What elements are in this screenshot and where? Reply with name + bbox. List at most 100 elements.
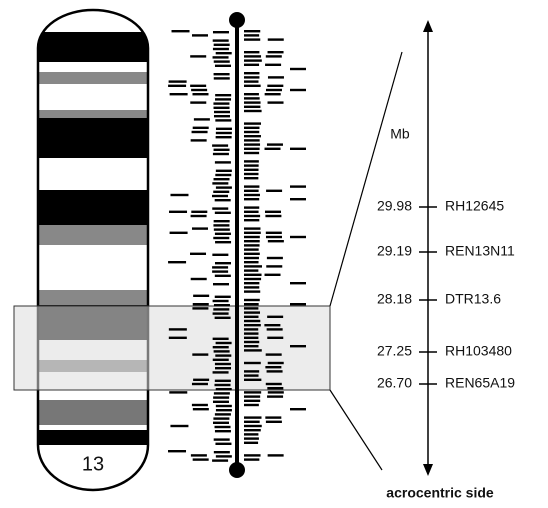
map-dash xyxy=(215,119,231,121)
map-dash xyxy=(192,307,208,309)
chromosome-label: 13 xyxy=(82,453,104,475)
map-dash xyxy=(169,391,187,393)
marker-name: REN65A19 xyxy=(445,375,515,391)
map-dash xyxy=(244,311,260,313)
map-dash xyxy=(244,206,259,208)
marker-position: 29.98 xyxy=(377,198,412,214)
map-dash xyxy=(265,211,281,213)
map-dash xyxy=(191,215,207,217)
map-dash xyxy=(244,374,259,376)
map-dash xyxy=(214,304,230,306)
map-dash xyxy=(190,85,206,87)
map-dash xyxy=(170,93,188,95)
map-dash xyxy=(244,34,259,36)
map-dash xyxy=(194,118,210,120)
map-dash xyxy=(191,139,207,141)
map-dash xyxy=(215,363,231,365)
marker-name: RH103480 xyxy=(445,343,512,359)
map-dash xyxy=(244,93,259,95)
map-dash xyxy=(169,211,187,213)
map-dash xyxy=(268,391,284,393)
map-dash xyxy=(244,341,259,343)
map-dash xyxy=(191,278,207,280)
map-dash xyxy=(267,85,283,87)
map-dash xyxy=(244,236,260,238)
map-dash xyxy=(265,215,281,217)
map-dash xyxy=(169,328,187,330)
map-dash xyxy=(215,443,231,445)
scale-arrow xyxy=(423,20,433,476)
marker-list: 29.98RH1264529.19REN13N1128.18DTR13.627.… xyxy=(377,198,515,391)
map-dash xyxy=(290,236,306,238)
map-dash xyxy=(214,44,230,46)
band xyxy=(30,158,160,190)
map-dash xyxy=(216,409,232,411)
map-dash xyxy=(212,182,228,184)
band xyxy=(30,118,160,158)
band xyxy=(30,225,160,245)
map-dash xyxy=(172,30,190,32)
map-dash xyxy=(213,308,229,310)
map-dash xyxy=(213,417,229,419)
map-dash xyxy=(215,262,231,264)
map-dash xyxy=(216,388,232,390)
map-dash xyxy=(267,143,283,145)
map-dash xyxy=(244,429,261,431)
map-dash xyxy=(244,97,260,99)
map-dash xyxy=(168,261,186,263)
marker-name: REN13N11 xyxy=(445,243,515,259)
map-dash xyxy=(215,367,231,369)
map-dash xyxy=(244,454,261,456)
map-dash xyxy=(244,131,259,133)
map-dash xyxy=(213,359,229,361)
map-dash xyxy=(244,135,261,137)
map-dash xyxy=(244,227,260,229)
map-dash xyxy=(212,270,228,272)
map-dash xyxy=(244,148,260,150)
map-dash xyxy=(244,80,259,82)
map-dash xyxy=(266,353,282,355)
map-dash xyxy=(215,413,231,415)
map-dash xyxy=(215,94,231,96)
map-dash xyxy=(213,224,229,226)
map-dash xyxy=(244,232,261,234)
map-dash xyxy=(244,345,258,347)
map-dash xyxy=(268,362,284,364)
map-dash xyxy=(216,132,232,134)
map-dash xyxy=(168,85,186,87)
map-dash xyxy=(212,195,228,197)
map-dash xyxy=(244,290,260,292)
map-dash xyxy=(290,345,306,347)
band xyxy=(30,400,160,425)
map-dash xyxy=(244,72,259,74)
map-dash xyxy=(193,127,209,129)
map-dash xyxy=(191,454,207,456)
map-dash xyxy=(244,379,261,381)
map-dash xyxy=(215,354,231,356)
map-dash xyxy=(214,384,230,386)
marker-name: DTR13.6 xyxy=(445,291,501,307)
map-dash xyxy=(213,396,229,398)
map-dash xyxy=(290,185,306,187)
map-dash xyxy=(290,89,306,91)
map-dash xyxy=(290,282,306,284)
map-dash xyxy=(290,303,306,305)
map-dash xyxy=(244,299,260,301)
map-dash xyxy=(192,131,208,133)
map-dash xyxy=(267,387,283,389)
map-dash xyxy=(244,215,260,217)
band xyxy=(30,430,160,445)
unit-label: Mb xyxy=(390,126,410,142)
map-dash xyxy=(215,65,231,67)
map-dash xyxy=(244,433,258,435)
footer-label: acrocentric side xyxy=(386,485,494,501)
map-dash xyxy=(244,303,259,305)
map-dash xyxy=(170,194,188,196)
map-dash xyxy=(213,39,229,41)
map-dash xyxy=(268,454,284,456)
map-dash xyxy=(244,211,259,213)
map-dash xyxy=(244,278,261,280)
map-dash xyxy=(213,300,229,302)
map-dash xyxy=(244,362,261,364)
map-dash xyxy=(169,80,187,82)
